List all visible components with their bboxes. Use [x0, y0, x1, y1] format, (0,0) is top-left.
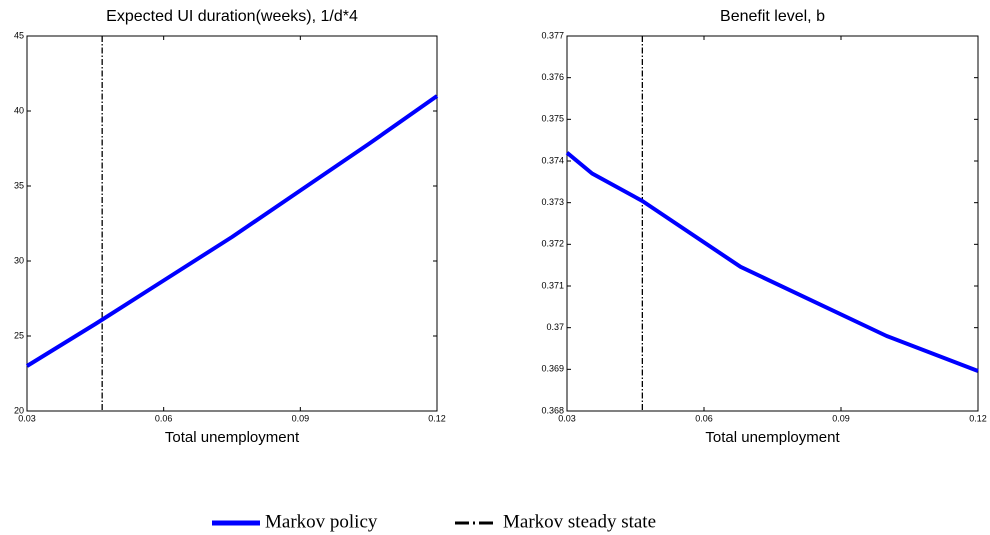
y-tick-label: 0.37 [546, 322, 564, 332]
legend-label: Markov policy [265, 511, 378, 532]
y-tick-label: 0.372 [541, 239, 564, 249]
y-tick-label: 25 [14, 330, 24, 340]
x-tick-label: 0.06 [155, 413, 173, 423]
y-tick-label: 0.376 [541, 72, 564, 82]
y-tick-label: 35 [14, 180, 24, 190]
x-tick-label: 0.12 [428, 413, 446, 423]
x-axis-label: Total unemployment [705, 429, 840, 446]
x-tick-label: 0.03 [558, 413, 576, 423]
y-tick-label: 0.374 [541, 155, 564, 165]
y-tick-label: 0.369 [541, 364, 564, 374]
y-tick-label: 0.368 [541, 405, 564, 415]
y-tick-label: 30 [14, 255, 24, 265]
x-tick-label: 0.06 [695, 413, 713, 423]
line-series [25, 94, 439, 368]
x-tick-label: 0.12 [969, 413, 987, 423]
legend-label: Markov steady state [503, 511, 656, 532]
plot-area [566, 35, 979, 412]
x-tick-label: 0.09 [292, 413, 310, 423]
legend: Markov policy Markov steady state [212, 511, 656, 532]
plot-area [26, 35, 438, 412]
x-tick-label: 0.03 [18, 413, 36, 423]
x-tick-label: 0.09 [832, 413, 850, 423]
y-tick-label: 40 [14, 105, 24, 115]
y-tick-label: 20 [14, 405, 24, 415]
x-axis-label: Total unemployment [165, 429, 300, 446]
y-tick-label: 0.375 [541, 114, 564, 124]
y-tick-label: 0.371 [541, 280, 564, 290]
line-series [565, 151, 979, 373]
y-tick-label: 45 [14, 30, 24, 40]
y-tick-label: 0.373 [541, 197, 564, 207]
y-tick-label: 0.377 [541, 30, 564, 40]
chart-title: Benefit level, b [720, 8, 825, 25]
chart-title: Expected UI duration(weeks), 1/d*4 [106, 8, 358, 25]
